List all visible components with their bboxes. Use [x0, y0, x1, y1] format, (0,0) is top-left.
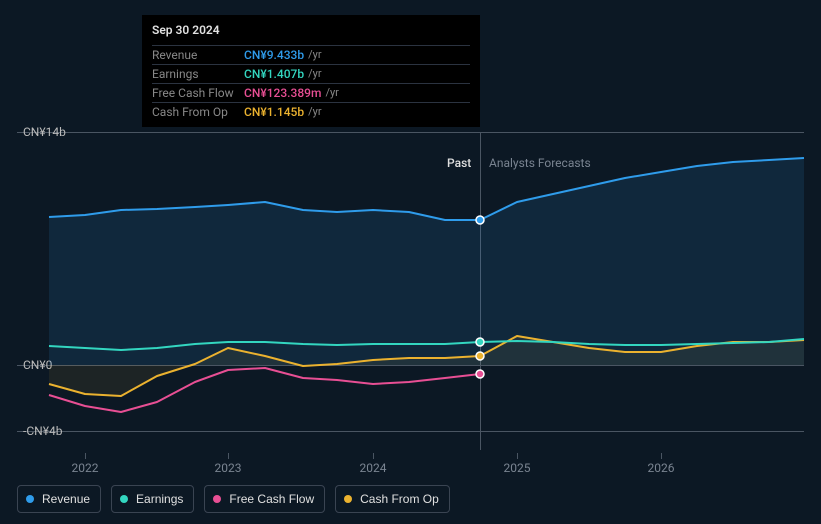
x-tick — [373, 453, 374, 459]
tooltip-value: CN¥1.407b — [244, 67, 304, 81]
legend-item-cash-from-op[interactable]: Cash From Op — [335, 485, 450, 513]
tooltip-row: RevenueCN¥9.433b/yr — [152, 45, 470, 64]
tooltip-unit: /yr — [308, 48, 321, 62]
x-axis-label: 2023 — [215, 461, 242, 475]
tooltip-unit: /yr — [308, 67, 321, 81]
tooltip-label: Cash From Op — [152, 105, 244, 119]
x-tick — [85, 453, 86, 459]
series-fill-revenue — [49, 158, 804, 365]
x-tick — [228, 453, 229, 459]
x-axis-label: 2026 — [648, 461, 675, 475]
legend-item-earnings[interactable]: Earnings — [111, 485, 194, 513]
tooltip-row: Free Cash FlowCN¥123.389m/yr — [152, 83, 470, 102]
legend-dot-icon — [26, 495, 34, 503]
legend: Revenue Earnings Free Cash Flow Cash From O… — [17, 485, 450, 513]
series-marker-revenue — [476, 216, 484, 224]
tooltip-unit: /yr — [325, 86, 338, 100]
tooltip-label: Free Cash Flow — [152, 86, 244, 100]
tooltip-value: CN¥123.389m — [244, 86, 321, 100]
legend-label: Earnings — [136, 492, 183, 506]
legend-dot-icon — [344, 495, 352, 503]
chart-plot — [17, 120, 804, 450]
tooltip-date: Sep 30 2024 — [152, 23, 470, 41]
x-tick — [517, 453, 518, 459]
chart: CN¥14bCN¥0-CN¥4b 20222023202420252026 Pa… — [17, 120, 804, 450]
tooltip-row: EarningsCN¥1.407b/yr — [152, 64, 470, 83]
legend-label: Free Cash Flow — [229, 492, 314, 506]
x-axis-label: 2024 — [360, 461, 387, 475]
legend-dot-icon — [213, 495, 221, 503]
legend-label: Cash From Op — [360, 492, 439, 506]
legend-item-free-cash-flow[interactable]: Free Cash Flow — [204, 485, 325, 513]
x-axis-label: 2025 — [504, 461, 531, 475]
tooltip-row: Cash From OpCN¥1.145b/yr — [152, 102, 470, 121]
legend-dot-icon — [120, 495, 128, 503]
legend-label: Revenue — [42, 492, 90, 506]
legend-item-revenue[interactable]: Revenue — [17, 485, 101, 513]
series-marker-cash-from-op — [476, 352, 484, 360]
tooltip-label: Earnings — [152, 67, 244, 81]
series-marker-earnings — [476, 338, 484, 346]
tooltip: Sep 30 2024 RevenueCN¥9.433b/yrEarningsC… — [142, 15, 480, 127]
tooltip-value: CN¥1.145b — [244, 105, 304, 119]
x-tick — [661, 453, 662, 459]
tooltip-value: CN¥9.433b — [244, 48, 304, 62]
series-marker-free-cash-flow — [476, 370, 484, 378]
x-axis-label: 2022 — [72, 461, 99, 475]
tooltip-unit: /yr — [308, 105, 321, 119]
tooltip-label: Revenue — [152, 48, 244, 62]
